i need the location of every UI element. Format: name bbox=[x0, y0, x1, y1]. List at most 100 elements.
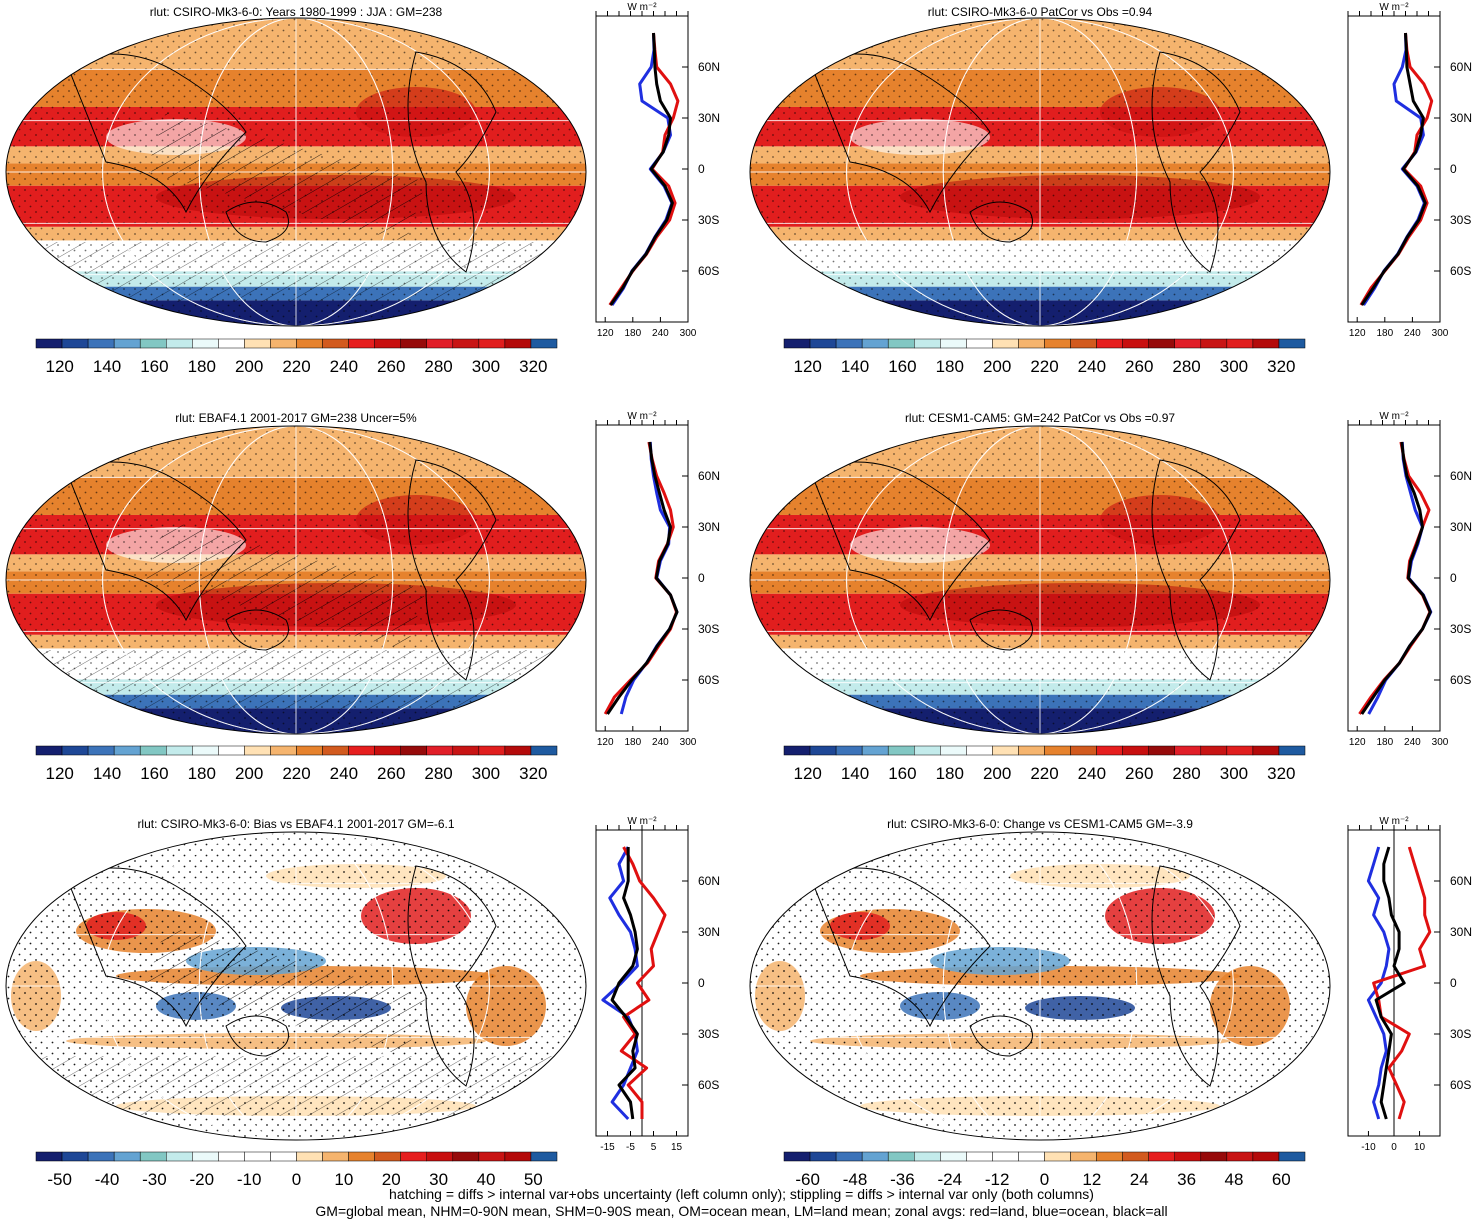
colorbar-tick-label: 280 bbox=[1172, 357, 1200, 376]
coastline-americas bbox=[1151, 865, 1241, 1087]
zonal-x-tick-label: 120 bbox=[1349, 737, 1366, 748]
colorbar-tick-label: 220 bbox=[282, 764, 310, 783]
zonal-land-line bbox=[1372, 846, 1432, 1120]
longitude-line bbox=[102, 18, 490, 326]
colorbar-tick-label: 160 bbox=[140, 764, 168, 783]
colorbar-tick-label: 260 bbox=[1125, 764, 1153, 783]
colorbar-tick-label: 140 bbox=[841, 764, 869, 783]
coastline-africa-eurasia bbox=[809, 867, 991, 1028]
zonal-x-tick-label: 0 bbox=[1391, 1142, 1397, 1153]
colorbar-swatch bbox=[1018, 1151, 1045, 1162]
colorbar-tick-label: 120 bbox=[45, 764, 73, 783]
zonal-land-line bbox=[619, 846, 667, 1119]
panel-title: rlut: CSIRO-Mk3-6-0 PatCor vs Obs =0.94 bbox=[928, 5, 1153, 19]
zonal-y-tick-label: 60S bbox=[698, 1078, 719, 1092]
colorbar-swatch bbox=[1278, 745, 1306, 756]
longitude-line bbox=[942, 18, 1138, 326]
colorbar-swatch bbox=[270, 745, 297, 756]
colorbar-swatch bbox=[218, 338, 245, 349]
colorbar-swatch bbox=[887, 745, 915, 756]
colorbar-swatch bbox=[166, 1151, 193, 1162]
colorbar-swatch bbox=[192, 338, 219, 349]
zonal-x-tick-label: 240 bbox=[1404, 328, 1421, 339]
zonal-x-tick-label: 300 bbox=[1432, 737, 1449, 748]
zonal-ocean-line bbox=[1366, 846, 1391, 1120]
colorbar-swatch bbox=[783, 1151, 811, 1162]
zonal-all-line bbox=[609, 32, 674, 306]
colorbar-tick-label: 160 bbox=[888, 764, 916, 783]
zonal-y-tick-label: 0 bbox=[1450, 571, 1457, 585]
colorbar-swatch bbox=[992, 338, 1019, 349]
colorbar-tick-label: 200 bbox=[983, 764, 1011, 783]
colorbar-swatch bbox=[1096, 338, 1123, 349]
coastline-australia bbox=[225, 1015, 289, 1057]
map-border bbox=[5, 425, 587, 735]
map-field bbox=[750, 426, 1330, 734]
zonal-y-tick-label: 30S bbox=[1450, 1027, 1471, 1041]
coastline-americas bbox=[1151, 459, 1241, 681]
colorbar-swatch bbox=[809, 338, 837, 349]
colorbar-tick-label: 300 bbox=[472, 764, 500, 783]
zonal-mean-panel: -10 0 10 60N 30N 0 30S 60S W m⁻² bbox=[1347, 816, 1472, 1153]
longitude-line bbox=[942, 426, 1138, 734]
zonal-x-tick-label: 180 bbox=[1376, 328, 1393, 339]
zonal-x-tick-label: 120 bbox=[597, 328, 614, 339]
map-panel bbox=[749, 425, 1331, 735]
colorbar-swatch bbox=[139, 1151, 167, 1162]
colorbar-swatch bbox=[400, 745, 428, 756]
colorbar-swatch bbox=[296, 1151, 323, 1162]
zonal-units-label: W m⁻² bbox=[1379, 2, 1409, 13]
colorbar-swatch bbox=[1200, 1151, 1228, 1162]
zonal-mean-panel: 120 180 240 300 60N 30N 0 30S 60S W m⁻² bbox=[595, 2, 720, 339]
footer-note-legend: GM=global mean, NHM=0-90N mean, SHM=0-90… bbox=[315, 1203, 1168, 1219]
zonal-x-tick-label: 120 bbox=[597, 737, 614, 748]
coastline-americas bbox=[1151, 51, 1241, 273]
colorbar-tick-label: -50 bbox=[47, 1170, 72, 1189]
colorbar-swatch bbox=[1122, 1151, 1149, 1162]
colorbar-swatch bbox=[835, 338, 863, 349]
map-field bbox=[6, 18, 586, 326]
zonal-ocean-line bbox=[1367, 441, 1433, 715]
colorbar-swatch bbox=[426, 1151, 454, 1162]
colorbar-swatch bbox=[1096, 745, 1123, 756]
panel-title: rlut: CSIRO-Mk3-6-0: Bias vs EBAF4.1 200… bbox=[137, 817, 454, 831]
colorbar-swatch bbox=[400, 1151, 428, 1162]
colorbar-swatch bbox=[783, 745, 811, 756]
colorbar-tick-label: -12 bbox=[985, 1170, 1010, 1189]
colorbar-swatch bbox=[296, 745, 323, 756]
colorbar-tick-label: 300 bbox=[472, 357, 500, 376]
colorbar-swatch bbox=[1148, 338, 1175, 349]
zonal-x-tick-label: 180 bbox=[1376, 737, 1393, 748]
zonal-all-line bbox=[1360, 441, 1432, 715]
coastline-australia bbox=[225, 609, 289, 651]
colorbar-swatch bbox=[113, 338, 141, 349]
map-field bbox=[6, 426, 586, 734]
zonal-x-tick-label: 180 bbox=[624, 328, 641, 339]
zonal-x-tick-label: 300 bbox=[680, 737, 697, 748]
zonal-land-line bbox=[608, 32, 680, 306]
colorbar-swatch bbox=[530, 1151, 558, 1162]
zonal-y-tick-label: 30N bbox=[1450, 520, 1472, 534]
zonal-y-tick-label: 60N bbox=[698, 60, 720, 74]
colorbar-swatch bbox=[914, 745, 941, 756]
colorbar-swatch bbox=[1148, 1151, 1175, 1162]
colorbar-swatch bbox=[348, 338, 375, 349]
zonal-y-tick-label: 30N bbox=[698, 111, 720, 125]
colorbar-swatch bbox=[87, 1151, 115, 1162]
colorbar-tick-label: 240 bbox=[1078, 357, 1106, 376]
colorbar-swatch bbox=[1070, 745, 1097, 756]
colorbar-swatch bbox=[113, 1151, 141, 1162]
zonal-units-label: W m⁻² bbox=[1379, 411, 1409, 422]
colorbar-swatch bbox=[1174, 1151, 1202, 1162]
panel-title: rlut: CSIRO-Mk3-6-0: Years 1980-1999 : J… bbox=[150, 5, 443, 19]
longitude-line bbox=[846, 832, 1234, 1140]
colorbar-tick-label: 50 bbox=[524, 1170, 543, 1189]
map-panel bbox=[749, 831, 1331, 1141]
zonal-land-line bbox=[1358, 441, 1432, 715]
map-panel bbox=[5, 425, 587, 735]
zonal-y-tick-label: 60S bbox=[1450, 1078, 1471, 1092]
longitude-line bbox=[942, 832, 1138, 1140]
longitude-line bbox=[102, 832, 490, 1140]
zonal-y-tick-label: 60N bbox=[1450, 469, 1472, 483]
